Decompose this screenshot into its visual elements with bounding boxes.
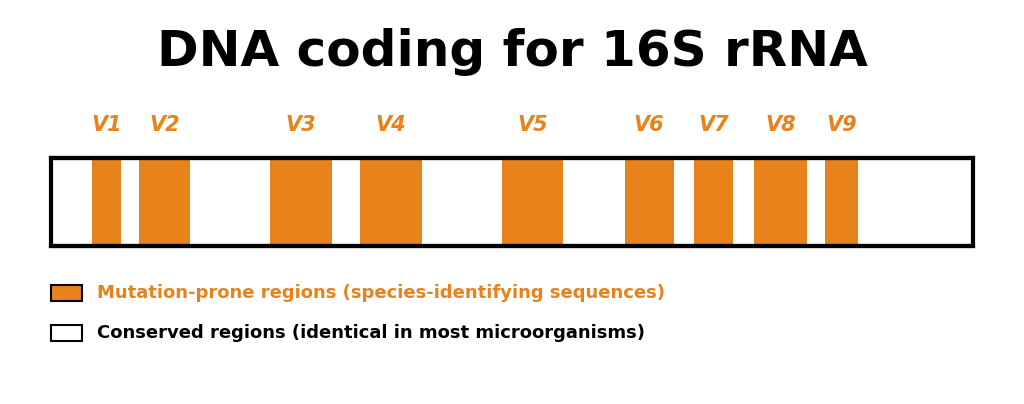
Text: V8: V8 [765, 115, 796, 135]
Bar [754, 158, 807, 246]
Bar [51, 158, 973, 246]
Bar [51, 285, 82, 301]
Text: V2: V2 [150, 115, 180, 135]
Text: DNA coding for 16S rRNA: DNA coding for 16S rRNA [157, 28, 867, 76]
Text: Conserved regions (identical in most microorganisms): Conserved regions (identical in most mic… [97, 324, 645, 342]
Bar [51, 158, 973, 246]
Bar [360, 158, 422, 246]
Bar [51, 325, 82, 341]
Bar [694, 158, 733, 246]
Text: V6: V6 [634, 115, 665, 135]
Bar [625, 158, 674, 246]
Text: V5: V5 [517, 115, 548, 135]
Text: Mutation-prone regions (species-identifying sequences): Mutation-prone regions (species-identify… [97, 284, 666, 302]
Bar [92, 158, 121, 246]
Text: V9: V9 [826, 115, 857, 135]
Bar [139, 158, 190, 246]
Text: V1: V1 [91, 115, 122, 135]
Bar [502, 158, 563, 246]
Text: V4: V4 [376, 115, 407, 135]
Bar [825, 158, 858, 246]
Bar [270, 158, 332, 246]
Text: V7: V7 [698, 115, 729, 135]
Text: V3: V3 [286, 115, 316, 135]
